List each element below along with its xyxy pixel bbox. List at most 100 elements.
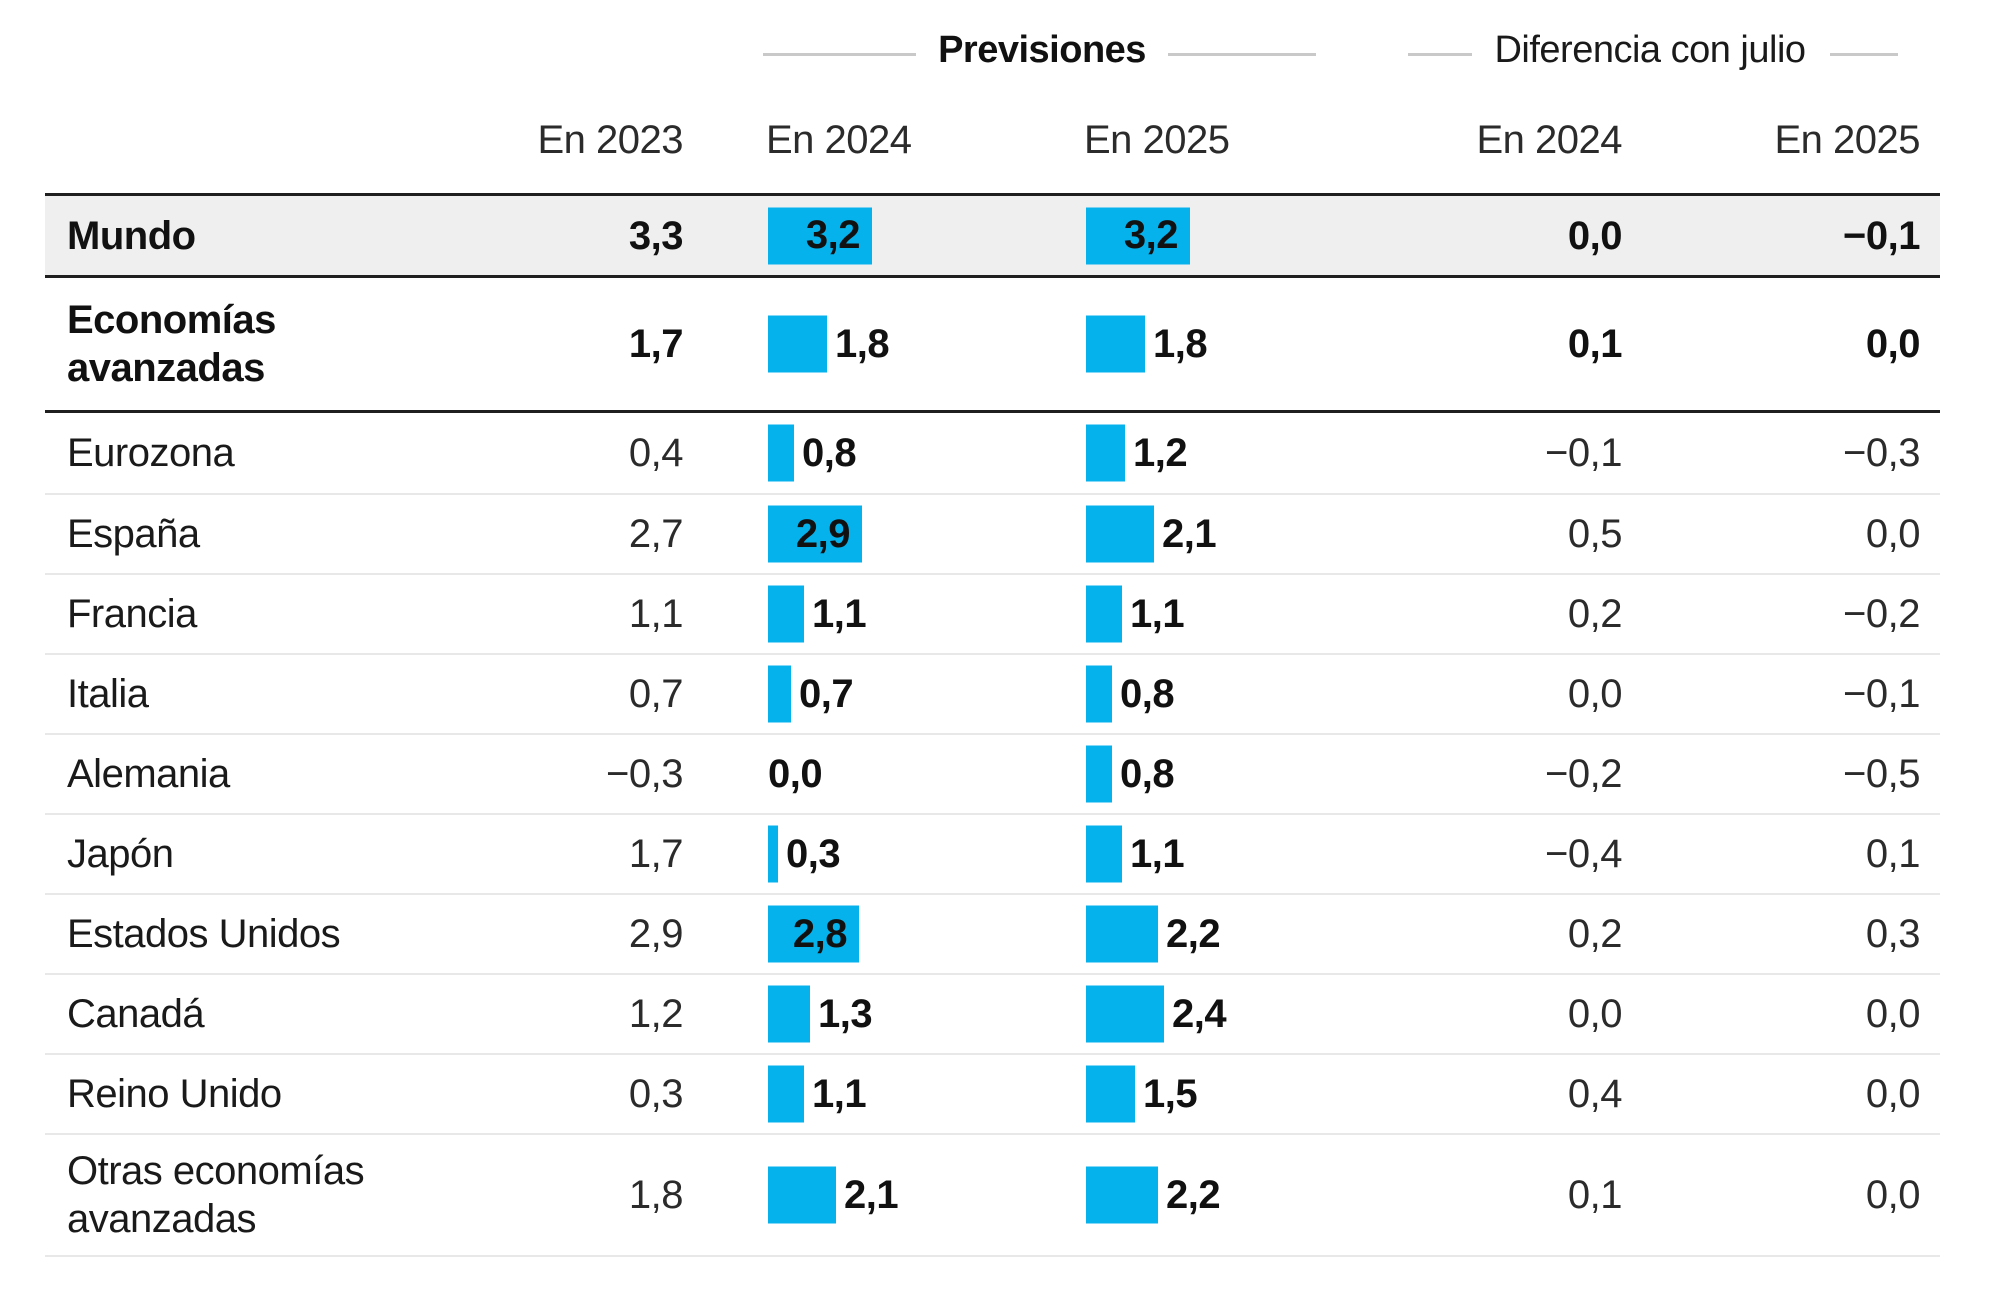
row-label: Alemania [67,752,230,796]
diff-2024: 0,0 [1567,992,1623,1036]
bar-label-2025: 1,1 [1130,831,1185,876]
bar-2024 [768,985,810,1043]
bar-label-2024: 1,8 [835,321,890,366]
diff-2025: −0,2 [1843,592,1920,636]
diferencia-group-title: Diferencia con julio [1494,29,1806,71]
row-label: Mundo [67,213,196,258]
diff-2024: −0,4 [1545,832,1622,876]
bar-label-2025: 0,8 [1120,671,1175,716]
bar-label-2024: 0,0 [768,751,823,796]
table-row: Estados Unidos 2,9 2,8 2,2 0,2 0,3 [45,893,1940,973]
bar-cell-2024: 1,1 [768,1065,867,1123]
bar-2024 [768,825,778,883]
diff-2025: −0,1 [1843,213,1920,258]
bar-cell-2024: 1,3 [768,985,873,1043]
table-row: Japón 1,7 0,3 1,1 −0,4 0,1 [45,813,1940,893]
diff-2024: 0,4 [1567,1072,1623,1116]
bar-label-2025: 2,4 [1172,991,1227,1036]
row-label: Reino Unido [67,1072,282,1116]
table-row: España 2,7 2,9 2,1 0,5 0,0 [45,493,1940,573]
value-2023: 2,7 [628,512,684,556]
bar-2024 [768,505,862,563]
bar-label-2025: 1,1 [1130,591,1185,636]
column-header-diff-2025: En 2025 [1774,118,1920,162]
column-header-2025: En 2025 [1084,118,1230,162]
diff-2024: 0,0 [1567,672,1623,716]
bar-label-2024: 2,9 [795,511,851,556]
value-2023: 0,7 [628,672,684,716]
value-2023: 1,1 [628,592,684,636]
bar-2025 [1086,825,1122,883]
diff-2025: 0,0 [1865,992,1921,1036]
bar-label-2024: 0,8 [802,430,857,475]
bar-2025 [1086,424,1125,482]
value-2023: 1,7 [628,832,684,876]
row-label: Estados Unidos [67,912,341,956]
bar-2024 [768,1065,804,1123]
diferencia-left-line [1408,53,1472,56]
column-header-diff-2024: En 2024 [1476,118,1622,162]
bar-cell-2025: 1,2 [1086,424,1188,482]
bar-cell-2025: 1,1 [1086,825,1185,883]
bar-cell-2025: 0,8 [1086,745,1175,803]
diff-2024: −0,1 [1545,431,1622,475]
row-label: Economías avanzadas [67,298,276,390]
previsiones-group-title: Previsiones [938,29,1146,71]
bar-2025 [1086,985,1164,1043]
diff-2025: 0,0 [1865,322,1921,366]
diff-2025: −0,3 [1843,431,1920,475]
table-body: Mundo 3,3 3,2 3,2 0,0 −0,1 Economías avanzadas 1… [45,193,1940,1257]
bar-cell-2025: 2,2 [1086,1166,1221,1224]
diff-2025: 0,0 [1865,1173,1921,1217]
bar-cell-2024: 0,3 [768,825,841,883]
diff-2024: 0,2 [1567,592,1623,636]
column-header-2023: En 2023 [537,118,683,162]
row-label: Italia [67,672,149,716]
bar-2025 [1086,665,1112,723]
bar-cell-2025: 2,2 [1086,905,1221,963]
value-2023: 0,3 [628,1072,684,1116]
bar-2024 [768,585,804,643]
bar-label-2025: 3,2 [1123,213,1179,257]
bar-cell-2024: 2,1 [768,1166,899,1224]
table-row: Reino Unido 0,3 1,1 1,5 0,4 0,0 [45,1053,1940,1133]
value-2023: 3,3 [628,213,684,258]
bar-2025 [1086,1065,1135,1123]
bar-cell-2025: 1,8 [1086,315,1208,373]
diff-2025: 0,1 [1865,832,1921,876]
diff-2024: −0,2 [1545,752,1622,796]
value-2023: 1,7 [628,322,684,366]
bar-label-2025: 1,8 [1153,321,1208,366]
value-2023: 2,9 [628,912,684,956]
bar-cell-2025: 2,4 [1086,985,1227,1043]
bar-cell-2024: 3,2 [768,207,872,264]
table-row: Eurozona 0,4 0,8 1,2 −0,1 −0,3 [45,413,1940,493]
bar-label-2024: 2,8 [792,911,848,956]
bar-cell-2025: 1,1 [1086,585,1185,643]
bar-label-2024: 1,3 [818,991,873,1036]
bar-2024 [768,665,791,723]
table-row: Francia 1,1 1,1 1,1 0,2 −0,2 [45,573,1940,653]
bar-2024 [768,315,827,373]
bar-cell-2024: 0,7 [768,665,854,723]
bar-2025 [1086,505,1154,563]
bar-cell-2024: 2,9 [768,505,862,563]
bar-cell-2025: 3,2 [1086,207,1190,264]
diff-2024: 0,0 [1567,213,1623,258]
row-label: Canadá [67,992,205,1036]
bar-2025 [1086,1166,1158,1224]
bar-cell-2024: 1,8 [768,315,890,373]
bar-2025 [1086,585,1122,643]
diff-2025: 0,3 [1865,912,1921,956]
bar-label-2024: 1,1 [812,591,867,636]
diff-2025: 0,0 [1865,1072,1921,1116]
row-label: Francia [67,592,197,636]
diff-2025: −0,5 [1843,752,1920,796]
table-row: Otras economías avanzadas 1,8 2,1 2,2 0,1 0,0 [45,1133,1940,1257]
table-row: Economías avanzadas 1,7 1,8 1,8 0,1 0,0 [45,278,1940,413]
bar-label-2024: 0,7 [799,671,854,716]
value-2023: −0,3 [606,752,683,796]
bar-2024 [768,424,794,482]
bar-2024 [768,1166,836,1224]
